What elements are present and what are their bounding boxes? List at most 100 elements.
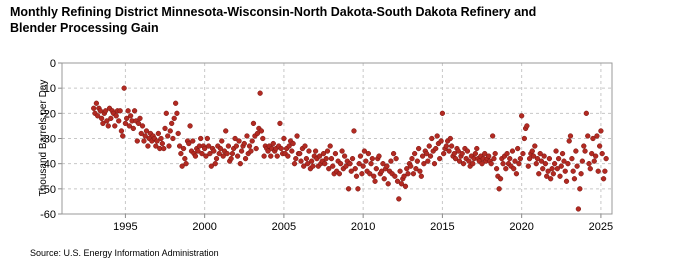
data-point [347,161,353,167]
data-point [139,123,146,129]
data-point [586,161,592,167]
data-point [538,158,545,164]
data-point [195,148,201,154]
data-points [91,85,609,212]
data-point [488,161,494,167]
data-point [578,171,584,177]
data-point [203,153,209,159]
data-point [443,143,450,149]
data-point [587,166,593,172]
data-point [294,133,300,139]
data-point [566,138,572,144]
data-point [310,163,316,169]
data-point [182,155,188,162]
data-point [328,155,335,162]
data-point [326,166,332,172]
data-point [343,163,349,169]
data-point [102,108,109,114]
data-point [368,161,374,167]
data-point [291,161,298,167]
data-point [460,161,467,167]
data-point [229,150,236,157]
data-point [270,140,276,147]
data-point [341,153,348,159]
data-point [456,158,463,164]
data-point [540,166,546,172]
data-point [521,135,527,142]
data-point [220,153,226,159]
data-point [97,108,104,114]
data-point [394,178,401,184]
data-point [417,168,423,174]
data-point [562,168,568,174]
data-point [371,173,377,179]
data-point [419,153,426,159]
data-point [348,168,354,174]
data-point [466,158,472,164]
data-point [544,173,550,179]
data-point [408,163,414,169]
data-point [260,135,266,142]
data-point [512,158,518,164]
data-point [448,143,455,149]
data-point [138,130,144,137]
data-point [202,145,208,152]
data-point [602,168,608,174]
data-point [120,133,126,139]
data-point [571,176,578,182]
data-point [159,140,165,147]
y-tick-label: -40 [40,159,56,171]
data-point [212,161,218,167]
data-point [324,148,331,154]
data-point [170,135,176,142]
data-point [134,138,140,144]
data-point [216,150,222,157]
data-point [130,125,136,132]
data-point [563,178,570,184]
data-point [410,171,417,177]
data-point [555,155,562,162]
data-point [548,176,554,182]
data-point [438,138,444,144]
data-point [305,161,311,167]
data-point [554,166,560,172]
data-point [577,186,583,192]
data-point [532,143,538,149]
data-point [289,148,295,154]
data-point [412,150,418,157]
data-point [492,150,498,157]
data-point [507,155,513,162]
data-point [257,90,263,96]
data-point [380,161,386,167]
data-point [447,135,453,142]
data-point [561,158,567,164]
data-point [175,130,181,137]
data-point [180,145,187,152]
data-point [327,143,333,149]
data-point [500,161,506,167]
data-point [433,145,439,152]
data-point [281,135,287,142]
data-point [573,148,579,154]
data-point [205,143,212,149]
data-point [126,123,133,129]
data-point [337,161,344,167]
data-point [537,150,543,157]
data-point [225,143,232,149]
data-point [434,133,440,139]
data-point [593,153,599,159]
data-point [567,133,574,139]
data-point [414,158,421,164]
data-point [332,150,339,157]
data-point [228,155,234,162]
data-point [504,150,510,157]
data-point [493,166,500,172]
data-point [312,148,319,154]
data-point [246,143,253,149]
data-point [308,158,315,164]
data-point [423,150,430,157]
x-tick-label: 2005 [272,221,296,233]
data-point [142,133,148,139]
data-point [579,158,586,164]
data-point [323,155,329,162]
